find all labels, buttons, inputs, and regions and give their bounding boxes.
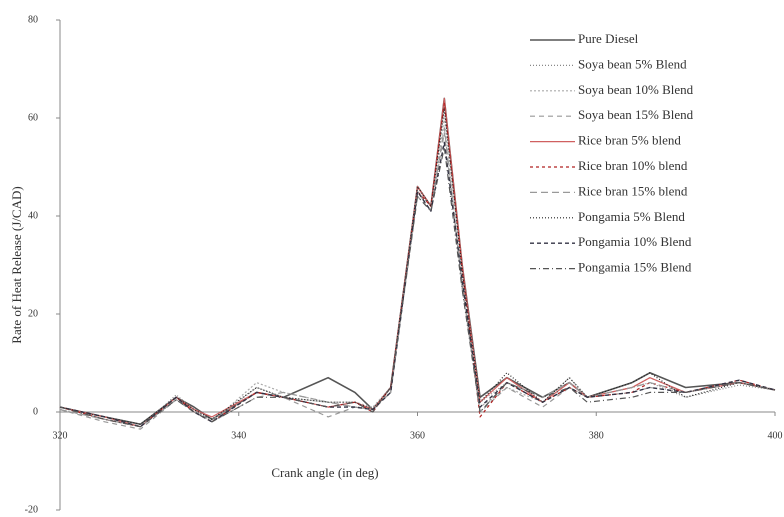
x-tick-label: 340 [231,430,246,441]
y-tick-label: 20 [28,308,38,319]
legend-label: Pure Diesel [578,31,639,46]
x-tick-label: 360 [410,430,425,441]
y-tick-label: -20 [25,504,38,515]
x-tick-label: 320 [53,430,68,441]
legend-label: Pongamia 15% Blend [578,260,692,275]
series-line [59,102,776,428]
y-tick-label: 80 [28,14,38,25]
x-tick-label: 380 [589,430,604,441]
x-tick-label: 400 [768,430,783,441]
y-tick-label: 40 [28,210,38,221]
legend-label: Rice bran 15% blend [578,183,688,198]
legend-label: Pongamia 5% Blend [578,209,685,224]
legend-label: Soya bean 10% Blend [578,82,694,97]
legend-label: Soya bean 5% Blend [578,56,687,71]
y-axis-title: Rate of Heat Release (J/CAD) [9,186,24,343]
y-tick-label: 60 [28,112,38,123]
legend-label: Rice bran 10% blend [578,158,688,173]
x-axis-title: Crank angle (in deg) [271,465,378,480]
legend-label: Rice bran 5% blend [578,133,681,148]
y-tick-label: 0 [33,406,38,417]
legend-label: Pongamia 10% Blend [578,234,692,249]
series-line [59,146,776,428]
legend-label: Soya bean 15% Blend [578,107,694,122]
series-line [59,97,776,428]
